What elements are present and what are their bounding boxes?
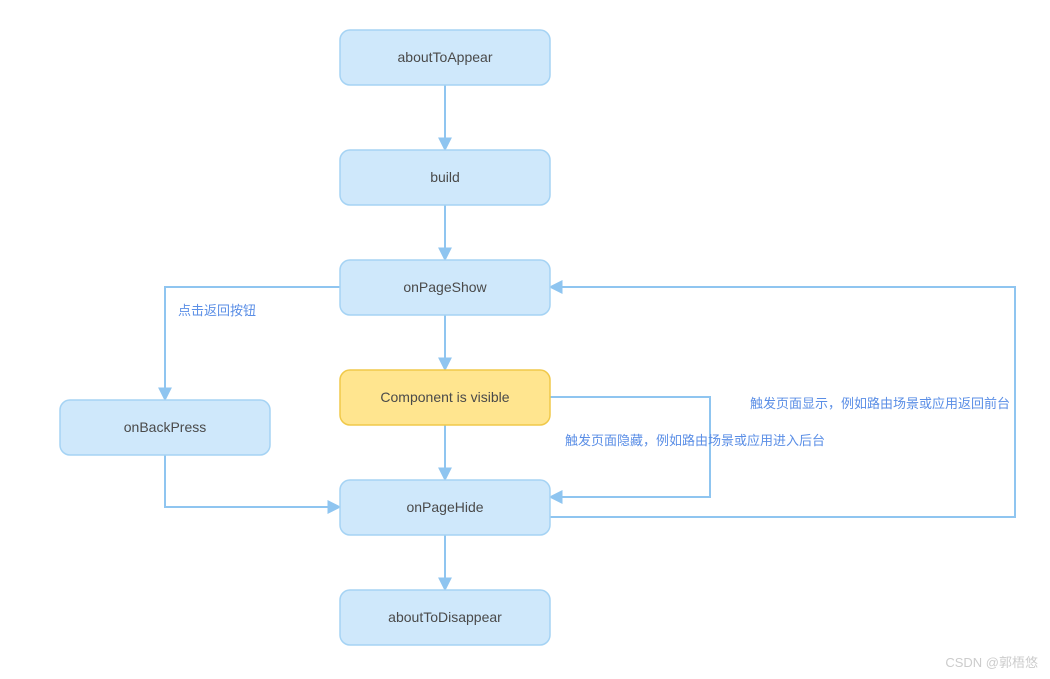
node-componentVisible: Component is visible xyxy=(340,370,550,425)
flowchart-canvas: 点击返回按钮触发页面隐藏，例如路由场景或应用进入后台 触发页面显示，例如路由场景或… xyxy=(0,0,1050,679)
node-label-onBackPress: onBackPress xyxy=(124,419,206,435)
node-label-componentVisible: Component is visible xyxy=(380,389,509,405)
nodes-layer: aboutToAppear build onPageShow Component is… xyxy=(60,30,550,645)
watermark-text: CSDN @郭梧悠 xyxy=(945,655,1038,670)
node-onBackPress: onBackPress xyxy=(60,400,270,455)
node-label-aboutToDisappear: aboutToDisappear xyxy=(388,609,502,625)
node-label-build: build xyxy=(430,169,460,185)
node-build: build xyxy=(340,150,550,205)
node-aboutToDisappear: aboutToDisappear xyxy=(340,590,550,645)
node-label-onPageShow: onPageShow xyxy=(403,279,487,295)
node-onPageShow: onPageShow xyxy=(340,260,550,315)
node-label-aboutToAppear: aboutToAppear xyxy=(398,49,493,65)
edge-label-e6: 点击返回按钮 xyxy=(178,303,256,318)
edge-e7 xyxy=(165,455,340,507)
edge-label-e9: 触发页面显示，例如路由场景或应用返回前台 xyxy=(750,396,1010,411)
edges-layer: 点击返回按钮触发页面隐藏，例如路由场景或应用进入后台 触发页面显示，例如路由场景或… xyxy=(165,85,1015,590)
node-label-onPageHide: onPageHide xyxy=(406,499,483,515)
node-aboutToAppear: aboutToAppear xyxy=(340,30,550,85)
node-onPageHide: onPageHide xyxy=(340,480,550,535)
edge-label-e8: 触发页面隐藏，例如路由场景或应用进入后台 xyxy=(565,433,825,448)
